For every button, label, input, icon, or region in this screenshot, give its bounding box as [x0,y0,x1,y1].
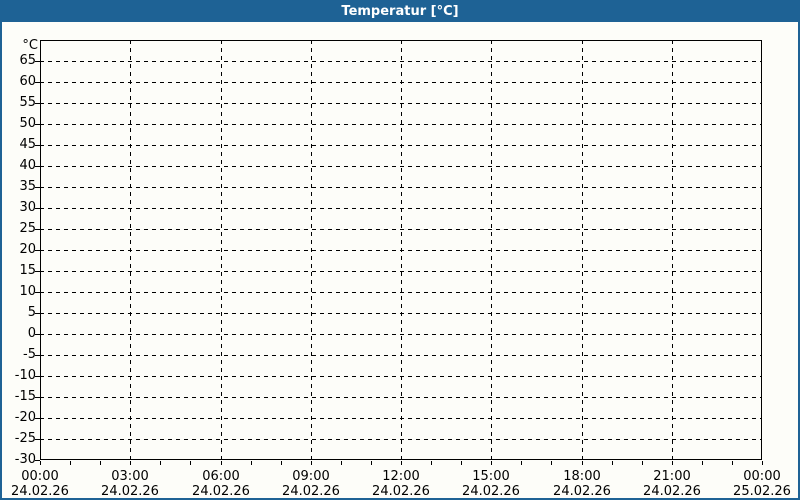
y-axis-tick [35,376,40,377]
x-date-label: 24.02.26 [553,484,611,499]
x-axis-tick [311,461,312,465]
x-axis-tick [70,461,71,465]
x-axis-tick [521,461,522,465]
x-time-label: 03:00 [111,469,149,484]
window-border-bottom [0,498,800,500]
x-axis-tick [371,461,372,465]
x-axis-tick [642,461,643,465]
x-gridline [130,40,131,460]
x-axis-tick [762,461,763,465]
y-axis-tick [35,418,40,419]
x-date-label: 24.02.26 [11,484,69,499]
y-tick-label: 5 [27,305,36,320]
x-axis-tick [732,461,733,465]
x-date-label: 25.02.26 [733,484,791,499]
x-axis-tick [100,461,101,465]
x-axis-tick [551,461,552,465]
x-time-label: 12:00 [382,469,420,484]
x-gridline [582,40,583,460]
y-tick-label: -15 [14,389,36,404]
x-date-label: 24.02.26 [462,484,520,499]
y-axis-tick [35,124,40,125]
x-date-label: 24.02.26 [282,484,340,499]
x-gridline [401,40,402,460]
y-axis-tick [35,103,40,104]
y-axis-unit-label: °C [22,38,38,53]
x-axis-tick [702,461,703,465]
window-border-right [798,22,800,500]
titlebar[interactable]: Temperatur [°C] [0,0,800,22]
x-time-label: 18:00 [563,469,601,484]
x-axis-tick [582,461,583,465]
y-axis-tick [35,292,40,293]
x-gridline [221,40,222,460]
x-time-label: 00:00 [743,469,781,484]
x-axis-tick [341,461,342,465]
y-axis-tick [35,397,40,398]
window-border-left [0,22,2,500]
x-gridline [672,40,673,460]
y-tick-label: -30 [14,452,36,467]
y-tick-label: 15 [19,263,36,278]
y-axis-tick [35,61,40,62]
x-axis-tick [281,461,282,465]
y-axis-tick [35,439,40,440]
y-tick-label: 55 [19,95,36,110]
x-date-label: 24.02.26 [643,484,701,499]
x-axis-tick [431,461,432,465]
y-tick-label: 30 [19,200,36,215]
x-axis-tick [612,461,613,465]
x-axis-tick [221,461,222,465]
x-axis-tick [251,461,252,465]
y-axis-tick [35,187,40,188]
y-axis-tick [35,229,40,230]
x-gridline [311,40,312,460]
y-axis-tick [35,82,40,83]
x-time-label: 21:00 [653,469,691,484]
x-axis-tick [160,461,161,465]
y-tick-label: 35 [19,179,36,194]
x-axis-tick [130,461,131,465]
y-tick-label: 0 [27,326,36,341]
y-tick-label: 45 [19,137,36,152]
y-tick-label: 10 [19,284,36,299]
y-axis-tick [35,355,40,356]
y-axis-tick [35,208,40,209]
y-axis-tick [35,313,40,314]
x-time-label: 06:00 [202,469,240,484]
y-tick-label: 40 [19,158,36,173]
y-axis-tick [35,250,40,251]
y-axis-tick [35,145,40,146]
x-time-label: 00:00 [21,469,59,484]
y-axis-tick [35,166,40,167]
y-tick-label: -5 [23,347,36,362]
x-time-label: 15:00 [472,469,510,484]
y-tick-label: 25 [19,221,36,236]
x-axis-tick [491,461,492,465]
y-tick-label: 50 [19,116,36,131]
y-tick-label: -10 [14,368,36,383]
x-axis-tick [672,461,673,465]
x-date-label: 24.02.26 [192,484,250,499]
x-axis-tick [190,461,191,465]
y-tick-label: -20 [14,410,36,425]
y-axis-tick [35,334,40,335]
x-gridline [491,40,492,460]
y-axis-tick [35,460,40,461]
x-time-label: 09:00 [292,469,330,484]
x-axis-tick [40,461,41,465]
x-date-label: 24.02.26 [372,484,430,499]
x-axis-tick [461,461,462,465]
y-axis-tick [35,271,40,272]
window-title: Temperatur [°C] [341,3,459,19]
y-tick-label: 60 [19,74,36,89]
y-tick-label: 20 [19,242,36,257]
y-tick-label: -25 [14,431,36,446]
y-tick-label: 65 [19,53,36,68]
x-date-label: 24.02.26 [101,484,159,499]
x-axis-tick [401,461,402,465]
